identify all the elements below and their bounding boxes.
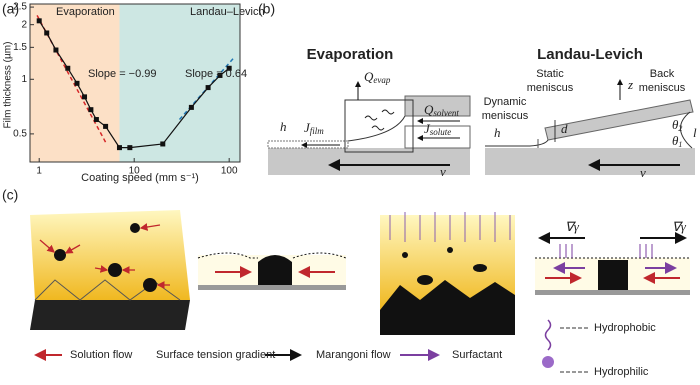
line [38,20,230,149]
x-tick-label: 1 [36,166,42,177]
legend-label: Surface tension gradient [156,349,275,361]
legend-label: Hydrophilic [594,366,649,378]
landau-levich-illustration [380,212,515,335]
symbol: l [693,125,697,140]
symbol: Qsolvent [424,102,459,118]
plot-frame [29,3,241,163]
region-label: Landau–Levich [190,6,265,18]
y-tick-label: 0.5 [13,129,27,140]
evaporation-illustration [30,210,190,330]
symbol: z [627,77,633,92]
legend [34,319,588,373]
y-tick-label: 2 [21,19,27,30]
y-axis-label: Film thickness (µm) [3,42,14,129]
diagram-title: Landau-Levich [537,46,643,63]
symbol: Jfilm [304,120,324,136]
label: meniscus [639,82,686,94]
evaporation-diagram [267,81,471,175]
point [93,117,99,123]
symbol: v [640,165,646,180]
symbol: ∇γ [565,219,580,234]
label: Dynamic [484,96,527,108]
symbol: d [561,121,568,136]
point [65,65,71,71]
symbol: θ1 [672,133,682,149]
legend-label: Solution flow [70,349,132,361]
symbol: ∇γ [672,219,687,234]
point [160,141,166,147]
label: Back [650,68,675,80]
point [127,145,133,151]
region [119,4,240,162]
point [188,104,194,110]
landau-levich-diagram [485,79,695,175]
x-axis-label: Coating speed (mm s⁻¹) [81,172,199,184]
evaporation-schematic [197,252,347,290]
legend-label: Hydrophobic [594,322,656,334]
diagram-title: Evaporation [307,46,394,63]
point [226,65,232,71]
symbol: h [494,125,501,140]
symbol: v [440,164,446,179]
y-tick-label: 1.5 [13,42,27,53]
point [82,94,88,100]
plot-a: 0.5 1 1.5 2 2.5 1 10 100 [13,2,241,177]
panel-label: (a) [2,1,19,17]
point [103,123,109,129]
point [74,80,80,86]
annotation: Slope = −0.99 [88,68,157,80]
x-tick-label: 100 [221,166,238,177]
point [36,18,42,24]
symbol: Qevap [364,69,391,85]
label: Static [536,68,564,80]
point [217,72,223,78]
point [205,85,211,91]
landau-levich-schematic [535,232,690,295]
legend-label: Marangoni flow [316,349,391,361]
symbol: Jsolute [424,121,451,137]
point [44,30,50,36]
point [53,47,59,53]
symbol: h [280,119,287,134]
x-tick-label: 10 [129,166,141,177]
y-tick-label: 2.5 [13,2,27,13]
y-tick-label: 1 [21,74,27,85]
region-label: Evaporation [56,6,115,18]
annotation: Slope = 0.64 [185,68,247,80]
point [88,107,94,113]
legend-label: Surfactant [452,349,502,361]
symbol: θ2 [672,117,682,133]
point [116,145,122,151]
panel-label: (c) [2,187,18,203]
panel-label: (b) [258,1,275,17]
label: meniscus [527,82,574,94]
label: meniscus [482,110,529,122]
